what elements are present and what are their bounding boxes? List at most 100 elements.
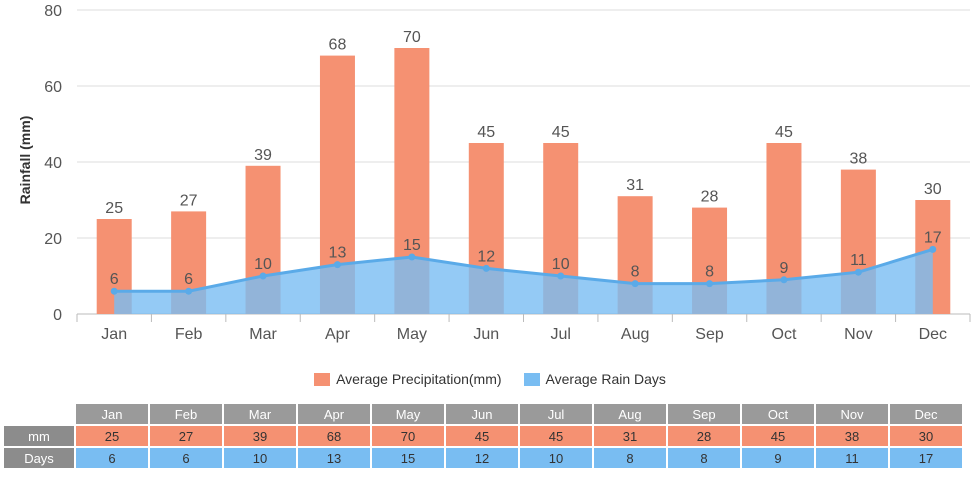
table-cell-mm: 27 — [150, 426, 222, 446]
rain-days-point — [110, 287, 118, 295]
table-header-row: Jan Feb Mar Apr May Jun Jul Aug Sep Oct Nov Dec — [4, 404, 962, 424]
precip-value-label: 38 — [849, 151, 867, 168]
y-axis-label: Rainfall (mm) — [17, 116, 33, 205]
table-header-cell: Sep — [668, 404, 740, 424]
x-tick-label: Aug — [621, 326, 649, 343]
table-cell-days: 8 — [594, 448, 666, 468]
table-cell-days: 13 — [298, 448, 370, 468]
table-cell-mm: 70 — [372, 426, 444, 446]
precip-value-label: 25 — [105, 200, 123, 217]
table-header-cell: Jul — [520, 404, 592, 424]
data-table: Jan Feb Mar Apr May Jun Jul Aug Sep Oct Nov Dec mm … — [2, 402, 964, 470]
y-tick-label: 40 — [44, 155, 62, 172]
legend: Average Precipitation(mm) Average Rain D… — [0, 368, 980, 390]
x-tick-label: May — [397, 326, 427, 343]
rain-days-value-label: 11 — [850, 252, 867, 269]
x-tick-label: Mar — [249, 326, 277, 343]
rain-days-point — [259, 272, 267, 280]
rain-days-value-label: 8 — [631, 264, 640, 281]
table-cell-mm: 39 — [224, 426, 296, 446]
precip-value-label: 45 — [775, 124, 793, 141]
table-row-mm: mm 25 27 39 68 70 45 45 31 28 45 38 30 — [4, 426, 962, 446]
precip-value-label: 31 — [626, 177, 644, 194]
table-cell-mm: 38 — [816, 426, 888, 446]
precip-value-label: 45 — [552, 124, 570, 141]
rain-days-line — [114, 247, 934, 293]
table-header-cell: Nov — [816, 404, 888, 424]
x-axis: Jan Feb Mar Apr May Jun Jul Aug Sep Oct Nov Dec — [76, 314, 971, 343]
row-label-mm: mm — [4, 426, 74, 446]
rain-days-point — [557, 272, 565, 280]
table-cell-mm: 45 — [520, 426, 592, 446]
y-tick-label: 80 — [44, 3, 62, 20]
rain-days-point — [408, 253, 416, 261]
table-header-cell: Jun — [446, 404, 518, 424]
table-cell-mm: 45 — [446, 426, 518, 446]
rain-days-value-label: 10 — [552, 256, 570, 273]
table-cell-days: 6 — [76, 448, 148, 468]
x-tick-label: Nov — [844, 326, 872, 343]
precip-value-label: 45 — [477, 124, 495, 141]
table-header-cell: Dec — [890, 404, 962, 424]
rain-days-value-label: 12 — [477, 248, 495, 265]
precip-value-label: 27 — [180, 192, 198, 209]
y-tick-label: 20 — [44, 231, 62, 248]
precip-value-label: 70 — [403, 29, 421, 46]
rain-days-point — [482, 264, 490, 272]
rain-days-value-label: 10 — [254, 256, 272, 273]
table-header-cell: Apr — [298, 404, 370, 424]
rain-days-value-label: 6 — [110, 271, 119, 288]
y-tick-label: 60 — [44, 79, 62, 96]
table-header-cell: Mar — [224, 404, 296, 424]
x-tick-label: Sep — [695, 326, 724, 343]
rain-days-point — [333, 261, 341, 269]
table-cell-days: 8 — [668, 448, 740, 468]
rain-days-point — [854, 268, 862, 276]
rain-days-value-label: 8 — [705, 264, 714, 281]
row-label-days: Days — [4, 448, 74, 468]
table-cell-days: 17 — [890, 448, 962, 468]
rain-days-value-label: 15 — [403, 237, 421, 254]
table-cell-days: 10 — [224, 448, 296, 468]
x-tick-label: Apr — [325, 326, 351, 343]
table-cell-days: 12 — [446, 448, 518, 468]
rain-days-area: 6 6 10 13 15 12 10 8 8 9 11 17 — [110, 229, 942, 314]
legend-item-rain-days[interactable]: Average Rain Days — [523, 371, 666, 387]
table-header-cell: Jan — [76, 404, 148, 424]
table-cell-mm: 68 — [298, 426, 370, 446]
x-tick-label: Feb — [175, 326, 203, 343]
table-cell-days: 9 — [742, 448, 814, 468]
rain-days-value-label: 9 — [780, 260, 789, 277]
table-cell-days: 11 — [816, 448, 888, 468]
rain-days-value-label: 6 — [184, 271, 193, 288]
table-header-cell: May — [372, 404, 444, 424]
table-header-cell: Aug — [594, 404, 666, 424]
rain-days-point — [706, 280, 714, 288]
table-cell-mm: 28 — [668, 426, 740, 446]
rain-days-value-label: 17 — [924, 229, 942, 246]
x-tick-label: Jun — [473, 326, 499, 343]
x-tick-label: Jul — [550, 326, 570, 343]
x-tick-label: Jan — [101, 326, 127, 343]
rain-days-value-label: 13 — [329, 245, 347, 262]
legend-label-precipitation: Average Precipitation(mm) — [336, 371, 502, 387]
precip-value-label: 28 — [701, 189, 719, 206]
legend-swatch-rain-days — [523, 372, 540, 386]
precip-value-label: 68 — [329, 37, 347, 54]
table-cell-mm: 30 — [890, 426, 962, 446]
rain-days-point — [780, 276, 788, 284]
y-axis: 0 20 40 60 80 — [44, 3, 62, 324]
table-row-days: Days 6 6 10 13 15 12 10 8 8 9 11 17 — [4, 448, 962, 468]
table-cell-mm: 45 — [742, 426, 814, 446]
table-corner — [4, 404, 74, 424]
x-tick-label: Oct — [772, 326, 797, 343]
legend-label-rain-days: Average Rain Days — [545, 371, 666, 387]
rain-days-point — [185, 287, 193, 295]
legend-item-precipitation[interactable]: Average Precipitation(mm) — [314, 371, 502, 387]
precip-value-label: 39 — [254, 147, 272, 164]
table-cell-mm: 31 — [594, 426, 666, 446]
table-header-cell: Feb — [150, 404, 222, 424]
table-header-cell: Oct — [742, 404, 814, 424]
x-tick-label: Dec — [919, 326, 947, 343]
